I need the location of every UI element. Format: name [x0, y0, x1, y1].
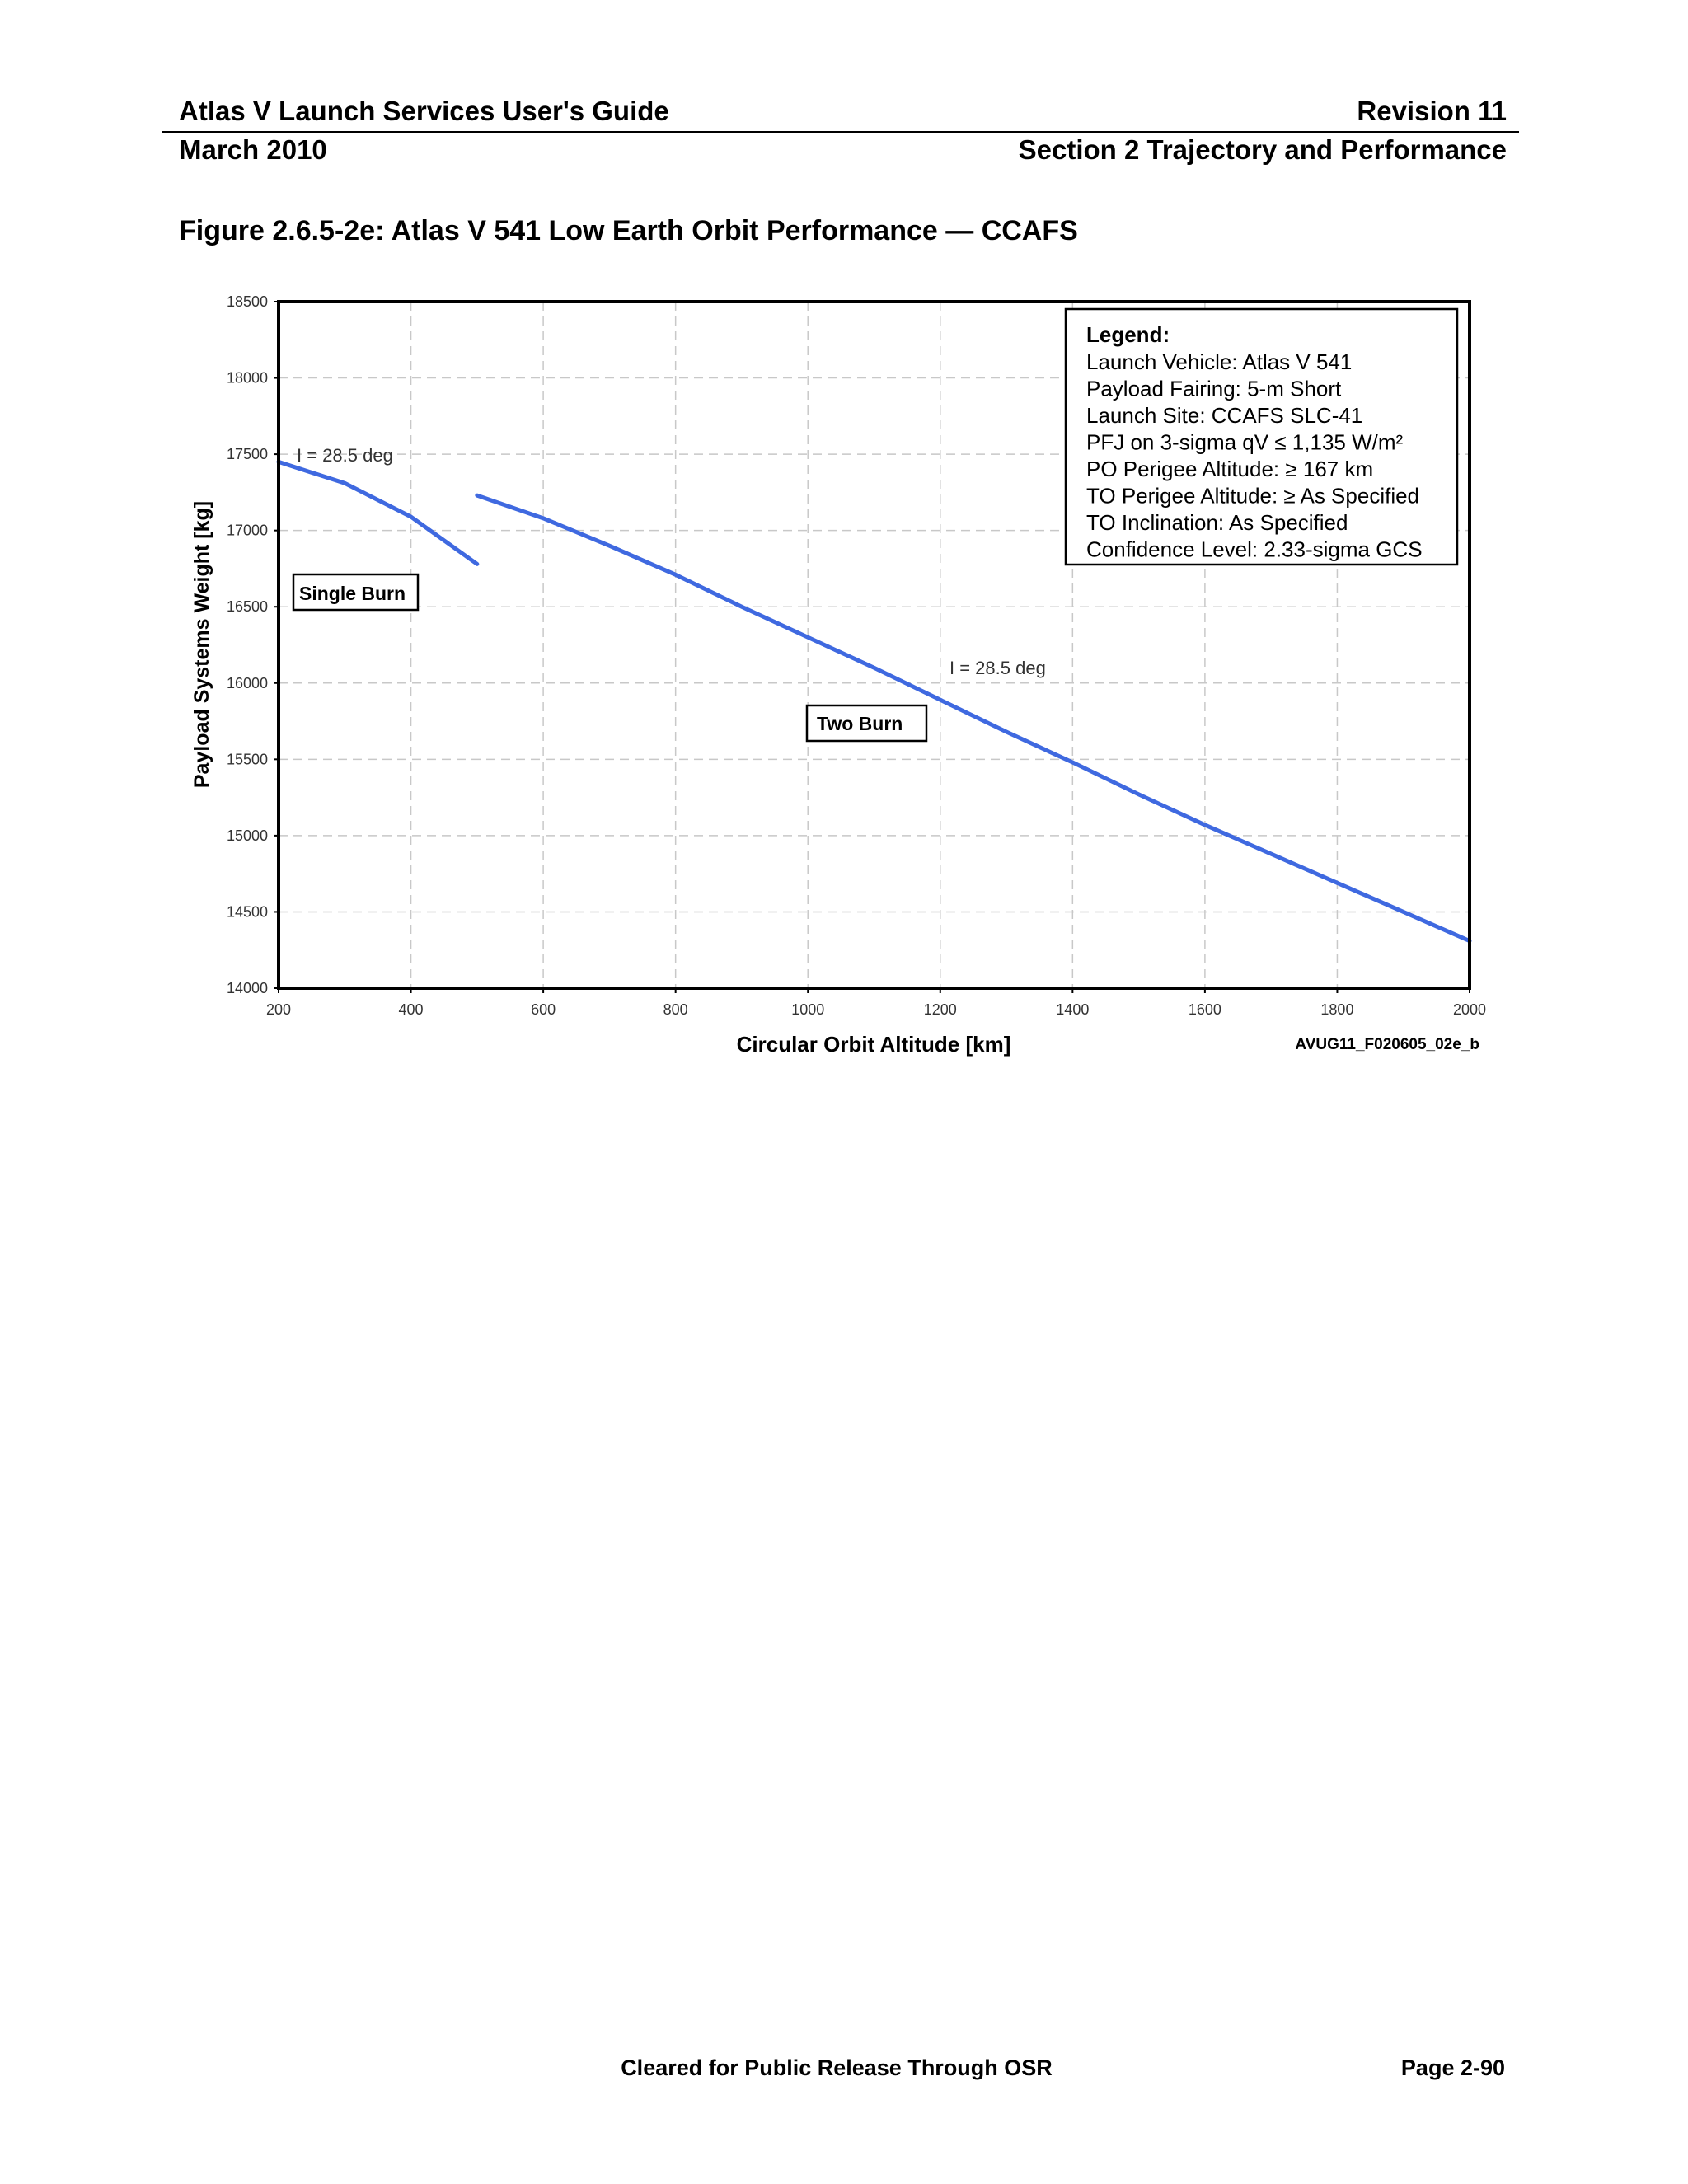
document-section: Section 2 Trajectory and Performance: [1018, 134, 1507, 165]
document-title: Atlas V Launch Services User's Guide: [179, 96, 669, 126]
legend-box: [1064, 307, 1459, 566]
legend-lines: Launch Vehicle: Atlas V 541 Payload Fairi…: [1086, 349, 1423, 562]
x-tick-label: 1600: [1189, 1001, 1221, 1018]
legend-line: Payload Fairing: 5-m Short: [1086, 377, 1342, 401]
legend-line: Confidence Level: 2.33-sigma GCS: [1086, 537, 1423, 562]
y-tick-label: 14000: [227, 980, 268, 996]
x-tick-label: 800: [663, 1001, 688, 1018]
single-burn-label: Single Burn: [299, 583, 406, 604]
legend-line: TO Perigee Altitude: ≥ As Specified: [1086, 484, 1419, 509]
two-burn-line: [475, 493, 1472, 944]
y-tick-label: 16500: [227, 598, 268, 615]
x-tick-label: 1800: [1320, 1001, 1353, 1018]
page-number: Page 2-90: [1400, 2055, 1505, 2080]
y-tick-label: 15500: [227, 751, 268, 767]
legend-line: PFJ on 3-sigma qV ≤ 1,135 W/m²: [1086, 430, 1404, 455]
legend-line: Launch Vehicle: Atlas V 541: [1086, 349, 1352, 374]
figure-title: Figure 2.6.5-2e: Atlas V 541 Low Earth O…: [179, 215, 1078, 246]
document-date: March 2010: [179, 134, 327, 165]
single-burn-line: [276, 459, 480, 566]
two-burn-label: Two Burn: [817, 713, 903, 734]
y-tick-label: 16000: [227, 675, 268, 691]
figure-reference-id: AVUG11_F020605_02e_b: [1295, 1036, 1479, 1053]
two-burn-label-box: [805, 704, 928, 743]
grid-lines: [279, 302, 1470, 988]
y-tick-label: 17000: [227, 523, 268, 539]
two-burn-inclination-label: I = 28.5 deg: [950, 658, 1046, 678]
x-tick-label: 1000: [791, 1001, 824, 1018]
legend-line: PO Perigee Altitude: ≥ 167 km: [1086, 457, 1373, 481]
x-tick-label: 2000: [1453, 1001, 1486, 1018]
x-axis-label: Circular Orbit Altitude [km]: [737, 1032, 1011, 1057]
legend-line: Launch Site: CCAFS SLC-41: [1086, 403, 1362, 428]
y-tick-label: 15000: [227, 827, 268, 844]
x-tick-label: 400: [399, 1001, 424, 1018]
performance-chart: 200 400 600 800 1000 1200 1400 1600 1800 2000 1400…: [190, 293, 1486, 1057]
single-burn-annotation: Single Burn: [292, 573, 420, 612]
y-tick-label: 18500: [227, 293, 268, 310]
x-tick-label: 200: [266, 1001, 291, 1018]
chart-legend: Legend: Launch Vehicle: Atlas V 541 Paylo…: [1064, 307, 1459, 566]
document-revision: Revision 11: [1357, 96, 1507, 126]
axis-ticks: 200 400 600 800 1000 1200 1400 1600 1800 2000 1400…: [227, 293, 1486, 1018]
x-tick-label: 600: [531, 1001, 556, 1018]
single-burn-inclination-label: I = 28.5 deg: [297, 445, 393, 466]
y-axis-label: Payload Systems Weight [kg]: [190, 501, 213, 788]
plot-frame: [277, 300, 1471, 990]
release-notice: Cleared for Public Release Through OSR: [621, 2055, 1053, 2080]
legend-line: TO Inclination: As Specified: [1086, 510, 1348, 535]
chart-series: [276, 459, 1472, 944]
y-tick-label: 17500: [227, 446, 268, 462]
x-tick-label: 1200: [924, 1001, 957, 1018]
single-burn-label-box: [292, 573, 420, 612]
y-tick-label: 14500: [227, 903, 268, 920]
two-burn-annotation: Two Burn: [805, 704, 928, 743]
header-divider: [162, 131, 1519, 133]
y-tick-label: 18000: [227, 370, 268, 387]
x-tick-label: 1400: [1056, 1001, 1089, 1018]
legend-title: Legend:: [1086, 322, 1170, 347]
